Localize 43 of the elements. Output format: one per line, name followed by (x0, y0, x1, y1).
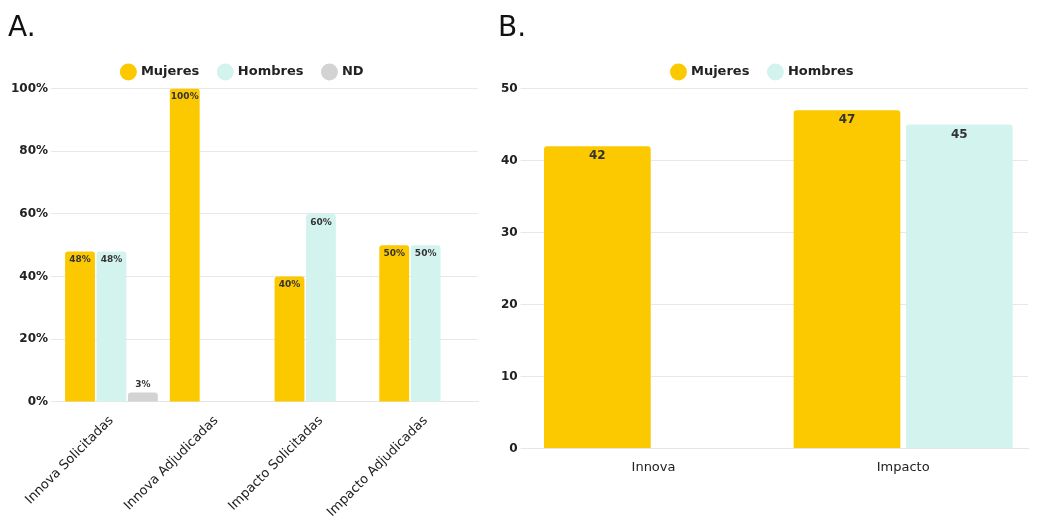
data-label: 50% (414, 248, 437, 259)
chart-title: A. (8, 10, 36, 44)
bar (410, 245, 441, 402)
data-label: 100% (170, 91, 199, 102)
data-label: 50% (383, 248, 405, 259)
data-label: 45 (950, 126, 968, 141)
legend-label: ND (341, 63, 364, 79)
y-tick-label: 40 (501, 152, 518, 167)
data-label: 3% (135, 379, 151, 390)
y-tick-label: 30 (501, 224, 518, 239)
bar (793, 110, 901, 448)
data-label: 40% (278, 279, 301, 290)
legend-label: Mujeres (140, 63, 200, 79)
x-tick-label: Innova (631, 458, 676, 474)
x-tick-label: Impacto (876, 458, 930, 474)
legend-label: Hombres (237, 63, 304, 79)
bar (96, 251, 127, 402)
y-tick-label: 40% (19, 268, 49, 283)
bar (65, 251, 95, 402)
y-tick-label: 20 (501, 296, 518, 311)
data-label: 48% (69, 254, 91, 265)
y-tick-label: 0% (27, 394, 49, 409)
y-tick-label: 100% (10, 80, 49, 95)
legend-label: Mujeres (690, 63, 750, 79)
y-tick-label: 10 (501, 368, 518, 383)
bar (905, 124, 1013, 448)
bar (305, 213, 336, 402)
data-label: 48% (100, 254, 123, 265)
data-label: 42 (589, 148, 606, 163)
bar (127, 392, 158, 402)
data-label: 60% (310, 216, 332, 227)
bar (543, 146, 651, 448)
legend-label: Hombres (787, 63, 854, 79)
y-tick-label: 80% (19, 143, 49, 158)
chart-title: B. (498, 10, 527, 44)
y-tick-label: 20% (19, 331, 49, 346)
y-tick-label: 50 (501, 80, 518, 95)
y-tick-label: 60% (19, 206, 49, 221)
bar (379, 245, 410, 402)
bar (274, 276, 305, 402)
bar (169, 88, 200, 402)
y-tick-label: 0 (509, 440, 518, 455)
data-label: 47 (838, 112, 856, 127)
